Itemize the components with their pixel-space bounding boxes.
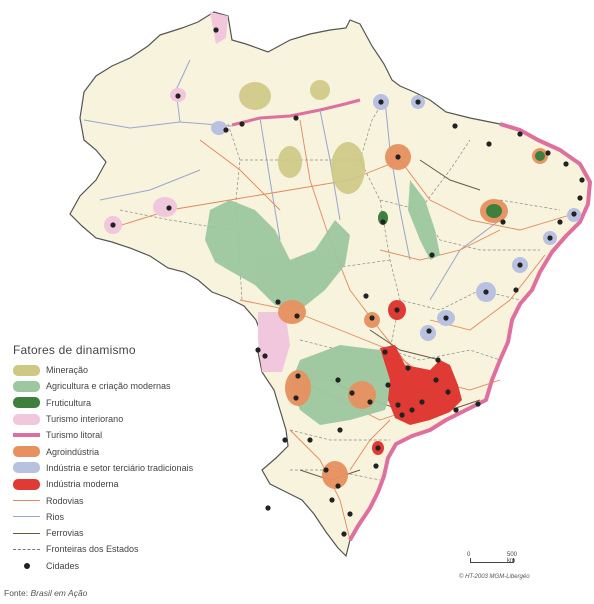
coastal-tourism-line <box>348 122 592 541</box>
legend-label: Mineração <box>46 365 89 376</box>
legend-label: Indústria moderna <box>46 479 119 490</box>
legend-swatch <box>13 495 40 506</box>
legend-item: Turismo litoral <box>13 427 243 443</box>
legend: Fatores de dinamismo Mineração Agricultur… <box>13 343 243 574</box>
scale-max-label: 500 km <box>507 552 518 564</box>
legend-swatch <box>13 511 40 522</box>
legend-label: Ferrovias <box>46 528 84 539</box>
legend-swatch <box>13 446 40 458</box>
scale-tick-right <box>513 558 514 562</box>
legend-item: Fronteiras dos Estados <box>13 541 243 557</box>
legend-label: Agroindústria <box>46 446 100 457</box>
legend-item: Turismo interiorano <box>13 411 243 427</box>
legend-label: Agricultura e criação modernas <box>46 381 171 392</box>
legend-label: Cidades <box>46 560 80 571</box>
scale-min-label: 0 <box>467 552 471 558</box>
legend-swatch <box>13 413 40 425</box>
source-note: Fonte: Brasil em Ação <box>4 588 87 598</box>
legend-item: Rodovias <box>13 492 243 508</box>
source-name: Brasil em Ação <box>30 588 88 598</box>
mining-areas <box>239 80 365 194</box>
legend-swatch <box>13 430 40 441</box>
map-credit: © HT-2003 MGM-Libergéo <box>459 574 530 580</box>
legend-swatch <box>13 544 40 555</box>
legend-title: Fatores de dinamismo <box>13 343 136 357</box>
legend-swatch <box>13 462 40 474</box>
legend-items: Mineração Agricultura e criação modernas F… <box>13 362 243 574</box>
scale-bar: 0 500 km <box>462 552 522 572</box>
legend-label: Fronteiras dos Estados <box>46 544 139 555</box>
legend-item: Rios <box>13 509 243 525</box>
legend-label: Rodovias <box>46 495 84 506</box>
legend-item: Agricultura e criação modernas <box>13 378 243 394</box>
legend-item: Ferrovias <box>13 525 243 541</box>
legend-swatch <box>13 478 40 490</box>
legend-item: Indústria moderna <box>13 476 243 492</box>
legend-swatch <box>13 560 40 571</box>
legend-item: Fruticultura <box>13 395 243 411</box>
cities <box>110 27 585 537</box>
legend-item: Mineração <box>13 362 243 378</box>
amazon-river-tourism <box>231 98 361 127</box>
legend-label: Turismo litoral <box>46 430 103 441</box>
legend-swatch <box>13 364 40 376</box>
legend-item: Indústria e setor terciário tradicionais <box>13 460 243 476</box>
legend-swatch <box>13 528 40 539</box>
legend-swatch <box>13 397 40 409</box>
rivers <box>83 59 501 301</box>
legend-label: Indústria e setor terciário tradicionais <box>46 462 194 473</box>
legend-label: Rios <box>46 511 65 522</box>
scale-line <box>470 562 514 563</box>
source-prefix: Fonte: <box>4 588 31 598</box>
legend-item: Agroindústria <box>13 443 243 459</box>
legend-item: Cidades <box>13 558 243 574</box>
scale-tick-left <box>470 558 471 562</box>
legend-label: Fruticultura <box>46 397 92 408</box>
legend-label: Turismo interiorano <box>46 414 124 425</box>
legend-swatch <box>13 380 40 392</box>
